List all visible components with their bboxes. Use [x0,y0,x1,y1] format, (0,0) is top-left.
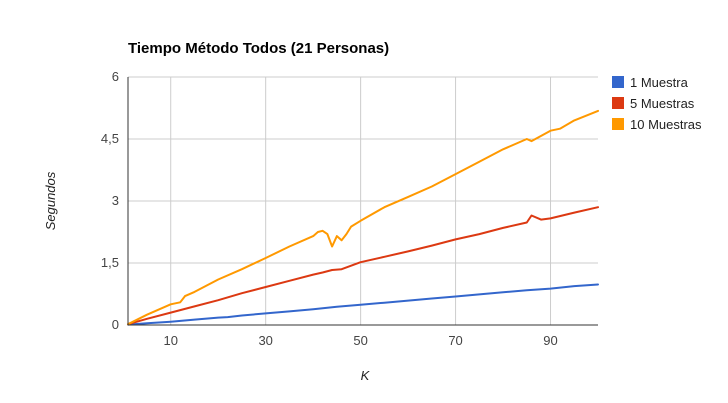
series-line-2 [127,109,599,326]
y-tick-label: 0 [112,317,119,332]
x-tick-label: 10 [163,333,177,348]
x-tick-label: 50 [353,333,367,348]
legend-label: 5 Muestras [630,96,695,111]
legend-swatch [612,76,624,88]
legend-label: 1 Muestra [630,75,689,90]
x-axis-title: K [361,368,371,383]
series-line-0 [127,283,599,326]
legend: 1 Muestra 5 Muestras 10 Muestras [612,75,702,132]
axes [127,77,598,326]
y-tick-label: 3 [112,193,119,208]
chart-title: Tiempo Método Todos (21 Personas) [128,40,389,57]
y-axis-title: Segundos [43,171,58,230]
tick-labels: 0 1,5 3 4,5 6 10 30 50 70 90 [101,69,558,348]
y-tick-label: 6 [112,69,119,84]
series-lines [127,109,599,326]
x-tick-label: 90 [543,333,557,348]
legend-swatch [612,97,624,109]
y-tick-label: 4,5 [101,131,119,146]
y-tick-label: 1,5 [101,255,119,270]
legend-label: 10 Muestras [630,117,702,132]
x-tick-label: 70 [448,333,462,348]
grid [128,76,598,325]
series-line-1 [127,206,599,326]
x-tick-label: 30 [258,333,272,348]
legend-swatch [612,118,624,130]
